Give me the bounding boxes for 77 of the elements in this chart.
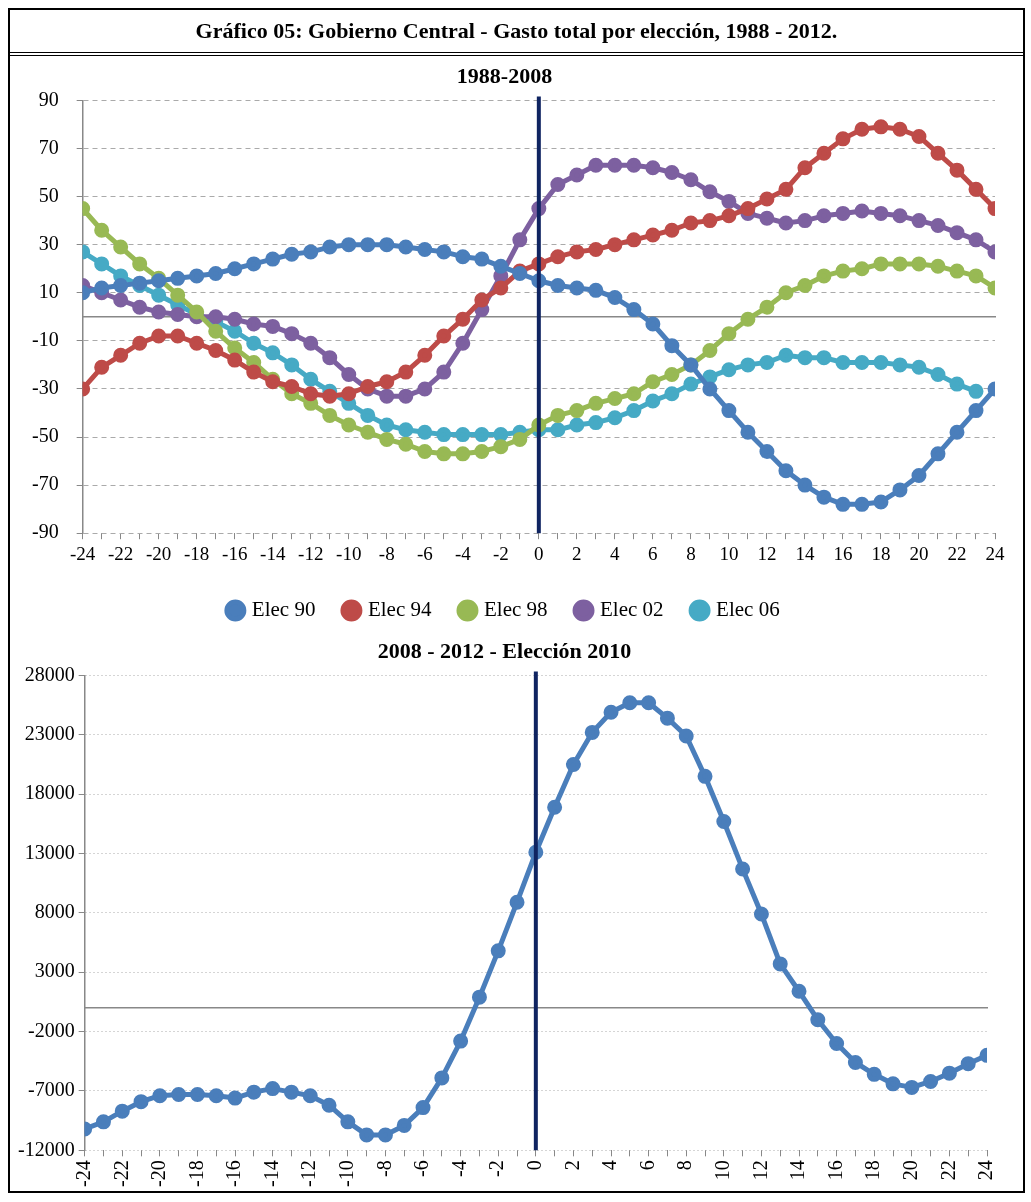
text: Gráfico 05: Gobierno Central - Gasto total por elección, 1988 - 2012.	[10, 10, 1023, 56]
x-tick-label: -22	[108, 542, 134, 564]
x-tick-label: 18	[861, 1160, 884, 1181]
y-tick-label: 28000	[24, 662, 75, 685]
x-tick-label: -18	[184, 1160, 207, 1188]
x-tick-label: -12	[298, 542, 324, 564]
y-tick-label: -12000	[17, 1137, 75, 1160]
x-tick-label: 4	[610, 542, 621, 564]
x-tick-label: 10	[719, 542, 739, 564]
legend-label: Elec 06	[716, 597, 780, 622]
x-tick-label: -4	[454, 542, 472, 564]
x-tick-label: -20	[147, 1160, 170, 1188]
x-tick-label: -20	[146, 542, 172, 564]
x-tick-label: 20	[899, 1160, 922, 1181]
y-tick-label: -70	[31, 472, 59, 495]
x-tick-label: 0	[523, 1160, 546, 1171]
x-tick-label: -16	[222, 542, 248, 564]
y-tick-label: -30	[31, 376, 59, 399]
x-tick-label: 2	[560, 1160, 583, 1171]
x-tick-label: -6	[416, 542, 433, 564]
y-tick-label: 90	[38, 87, 59, 110]
x-tick-label: -14	[259, 1160, 282, 1188]
x-tick-label: 20	[909, 542, 929, 564]
x-tick-label: -14	[260, 542, 286, 564]
x-tick-label: 12	[757, 542, 777, 564]
x-tick-label: 6	[648, 542, 658, 564]
x-tick-label: -24	[71, 1160, 94, 1188]
legend-label: Elec 02	[600, 597, 664, 622]
legend-label: Elec 94	[367, 597, 432, 622]
x-tick-label: -22	[109, 1160, 132, 1188]
x-tick-label: -10	[336, 542, 362, 564]
y-tick-label: 10	[38, 280, 59, 303]
x-tick-label: 14	[786, 1160, 809, 1181]
y-tick-label: 18000	[24, 781, 75, 804]
y-tick-label: 3000	[34, 959, 75, 982]
x-tick-label: 22	[936, 1160, 959, 1181]
x-tick-label: 16	[833, 542, 853, 564]
x-tick-label: 8	[686, 542, 696, 564]
x-tick-label: 2	[572, 542, 582, 564]
x-tick-label: -12	[297, 1160, 320, 1188]
y-tick-label: 8000	[34, 900, 75, 923]
x-tick-label: -8	[372, 1160, 395, 1178]
y-tick-label: -2000	[27, 1018, 75, 1041]
legend-label: Elec 98	[483, 597, 548, 622]
x-tick-label: -2	[485, 1160, 508, 1178]
y-tick-label: 30	[38, 231, 59, 254]
chart-title: 1988-2008	[456, 62, 553, 88]
y-tick-label: 13000	[24, 840, 75, 863]
x-tick-label: 12	[748, 1160, 771, 1181]
y-tick-label: -90	[31, 520, 59, 543]
x-tick-label: 14	[795, 542, 815, 564]
x-tick-label: 6	[635, 1160, 658, 1171]
y-tick-label: -50	[31, 424, 59, 447]
x-tick-label: 16	[823, 1160, 846, 1181]
x-tick-label: 24	[974, 1160, 997, 1181]
x-tick-label: -6	[410, 1160, 433, 1178]
y-tick-label: 70	[38, 135, 59, 158]
y-tick-label: 50	[38, 183, 59, 206]
x-tick-label: -4	[447, 1160, 470, 1178]
x-tick-label: 4	[598, 1160, 621, 1171]
x-tick-label: 8	[673, 1160, 696, 1171]
x-tick-label: 0	[534, 542, 544, 564]
y-tick-label: 23000	[24, 722, 75, 745]
y-tick-label: -10	[31, 328, 59, 351]
x-tick-label: -24	[70, 542, 96, 564]
legend-label: Elec 90	[251, 597, 316, 622]
x-tick-label: -16	[222, 1160, 245, 1188]
y-tick-label: -7000	[27, 1078, 75, 1101]
x-tick-label: 22	[947, 542, 967, 564]
x-tick-label: 10	[711, 1160, 734, 1181]
x-tick-label: 24	[985, 542, 1005, 564]
chart-title: 2008 - 2012 - Elección 2010	[377, 637, 632, 663]
x-tick-label: -2	[492, 542, 509, 564]
x-tick-label: -10	[335, 1160, 358, 1188]
x-tick-label: 18	[871, 542, 891, 564]
x-tick-label: -8	[378, 542, 395, 564]
x-tick-label: -18	[184, 542, 210, 564]
